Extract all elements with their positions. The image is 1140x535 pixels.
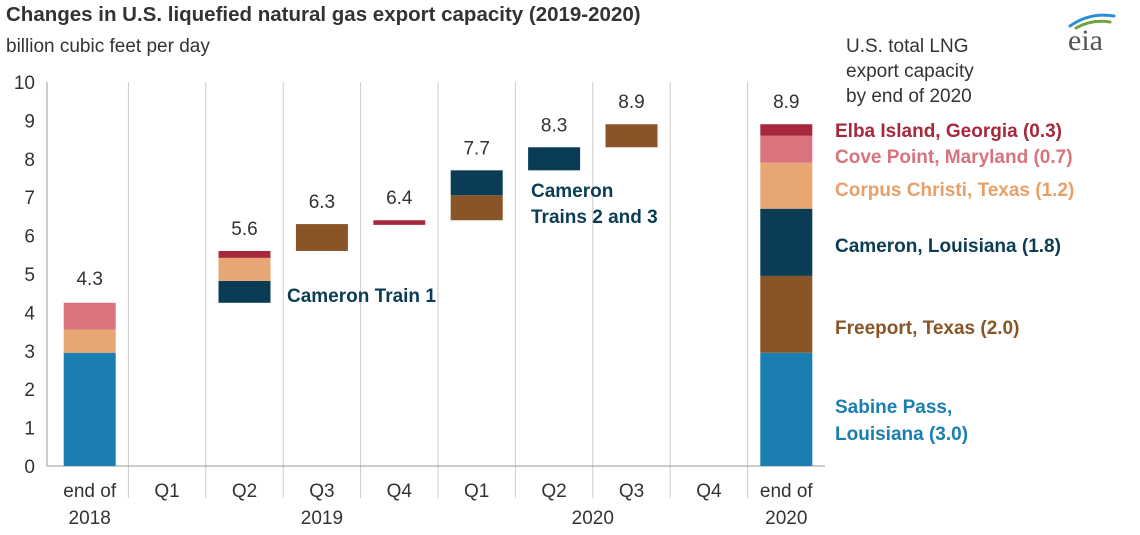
total-value-label: 8.9 bbox=[773, 92, 799, 113]
bar-segment-freeport bbox=[295, 224, 348, 251]
bar-segment-freeport bbox=[760, 275, 813, 353]
x-tick-label: Q1 bbox=[154, 481, 179, 502]
y-tick-label: 0 bbox=[24, 457, 35, 478]
bar-segment-sabine-pass bbox=[760, 352, 813, 466]
y-tick-label: 4 bbox=[24, 303, 35, 324]
bar-segment-cameron bbox=[528, 147, 581, 171]
bar-segment-cove-point bbox=[63, 302, 116, 330]
y-tick-label: 5 bbox=[24, 265, 35, 286]
legend-label-cameron: Cameron, Louisiana (1.8) bbox=[835, 236, 1061, 257]
bar-segment-corpus-christi bbox=[760, 162, 813, 209]
bar-segment-elba-island bbox=[760, 124, 813, 136]
y-tick-label: 2 bbox=[24, 380, 35, 401]
x-tick-label: Q2 bbox=[541, 481, 566, 502]
x-tick-label: Q3 bbox=[309, 481, 334, 502]
x-tick-label: Q1 bbox=[464, 481, 489, 502]
total-value-label: 7.7 bbox=[463, 138, 489, 159]
legend-label-sabine-pass: Sabine Pass, bbox=[835, 397, 952, 418]
eia-logo-icon: eia bbox=[1068, 13, 1116, 54]
logo-text: eia bbox=[1068, 24, 1103, 54]
y-tick-label: 10 bbox=[14, 73, 35, 94]
x-tick-label: Q4 bbox=[696, 481, 722, 502]
bar-segment-cameron bbox=[450, 170, 503, 196]
total-capacity-label: U.S. total LNG export capacity by end of… bbox=[846, 36, 974, 107]
x-tick-label: 2020 bbox=[765, 508, 807, 529]
total-value-label: 4.3 bbox=[76, 269, 102, 290]
legend-label-elba-island: Elba Island, Georgia (0.3) bbox=[835, 121, 1062, 142]
x-tick-label: Q4 bbox=[387, 481, 413, 502]
chart-subtitle: billion cubic feet per day bbox=[6, 36, 210, 57]
bar-segment-corpus-christi bbox=[218, 257, 271, 281]
year-label: 2020 bbox=[572, 508, 614, 529]
bar-segment-corpus-christi bbox=[63, 329, 116, 353]
legend-label-corpus-christi: Corpus Christi, Texas (1.2) bbox=[835, 180, 1074, 201]
y-tick-label: 7 bbox=[24, 188, 35, 209]
bar-segment-cove-point bbox=[760, 135, 813, 163]
total-value-label: 6.4 bbox=[386, 188, 413, 209]
legend-label-freeport: Freeport, Texas (2.0) bbox=[835, 318, 1019, 339]
y-tick-label: 8 bbox=[24, 150, 35, 171]
y-tick-label: 1 bbox=[24, 419, 35, 440]
x-tick-label: Q3 bbox=[619, 481, 644, 502]
bar-segment-elba-island bbox=[218, 250, 271, 258]
total-value-label: 6.3 bbox=[309, 192, 335, 213]
bar-segment-sabine-pass bbox=[63, 352, 116, 466]
y-tick-label: 3 bbox=[24, 342, 35, 363]
total-value-label: 8.3 bbox=[541, 115, 567, 136]
annotation-label: Cameron Train 1 bbox=[287, 286, 436, 307]
x-tick-label: end of bbox=[63, 481, 117, 502]
bar-segment-freeport bbox=[450, 195, 503, 221]
annotation-label: Trains 2 and 3 bbox=[531, 207, 658, 228]
logo-arc-green bbox=[1074, 19, 1112, 30]
bar-segment-freeport bbox=[605, 124, 658, 148]
bar-segment-elba-island bbox=[373, 220, 426, 225]
legend-label-sabine-pass: Louisiana (3.0) bbox=[835, 424, 968, 445]
total-value-label: 5.6 bbox=[231, 219, 257, 240]
chart-title: Changes in U.S. liquefied natural gas ex… bbox=[6, 3, 641, 26]
total-value-label: 8.9 bbox=[618, 92, 644, 113]
x-tick-label: end of bbox=[760, 481, 814, 502]
annotation-label: Cameron bbox=[531, 181, 613, 202]
x-tick-label: Q2 bbox=[232, 481, 257, 502]
legend-label-cove-point: Cove Point, Maryland (0.7) bbox=[835, 147, 1073, 168]
year-label: 2019 bbox=[301, 508, 343, 529]
bar-segment-cameron bbox=[760, 208, 813, 276]
y-tick-label: 9 bbox=[24, 111, 35, 132]
bar-segment-cameron bbox=[218, 280, 271, 303]
y-tick-label: 6 bbox=[24, 227, 35, 248]
logo-arc-blue bbox=[1068, 13, 1116, 28]
x-tick-label: 2018 bbox=[69, 508, 111, 529]
